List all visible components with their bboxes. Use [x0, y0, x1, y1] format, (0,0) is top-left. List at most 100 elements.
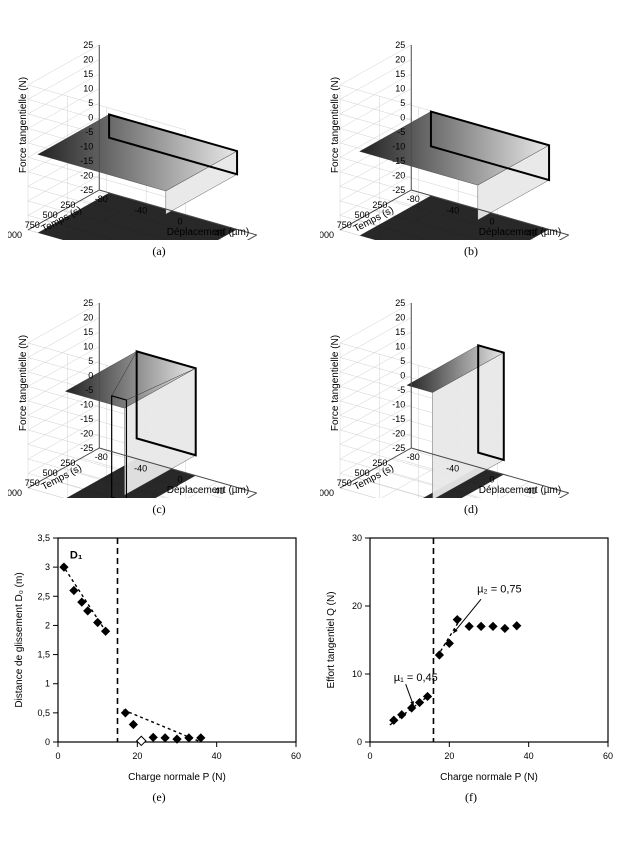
svg-text:3: 3: [45, 562, 50, 572]
svg-text:-80: -80: [407, 452, 420, 462]
svg-text:-25: -25: [392, 185, 405, 195]
svg-text:-25: -25: [392, 443, 405, 453]
svg-text:0: 0: [55, 751, 60, 761]
panel-c: -25-20-15-10-50510152025-80-400408025050…: [8, 268, 310, 518]
svg-text:15: 15: [395, 327, 405, 337]
svg-text:1: 1: [45, 679, 50, 689]
svg-text:60: 60: [603, 751, 613, 761]
panel-e: 020406000,511,522,533,5Charge normale P …: [8, 526, 310, 816]
svg-text:-10: -10: [80, 142, 93, 152]
svg-text:0: 0: [367, 751, 372, 761]
svg-text:-15: -15: [80, 414, 93, 424]
svg-text:2,5: 2,5: [37, 591, 50, 601]
svg-text:20: 20: [132, 751, 142, 761]
panel-f: 02040600102030Charge normale P (N)Effort…: [320, 526, 622, 816]
svg-text:0,5: 0,5: [37, 708, 50, 718]
svg-text:Déplacement (µm): Déplacement (µm): [479, 485, 561, 496]
svg-text:µ₁ = 0,45: µ₁ = 0,45: [394, 672, 438, 684]
svg-text:Déplacement (µm): Déplacement (µm): [167, 227, 249, 238]
svg-text:-10: -10: [80, 400, 93, 410]
svg-text:25: 25: [83, 40, 93, 50]
svg-text:1000: 1000: [320, 488, 334, 498]
svg-text:60: 60: [291, 751, 301, 761]
svg-text:-5: -5: [85, 385, 93, 395]
svg-text:-40: -40: [446, 463, 459, 473]
svg-text:20: 20: [395, 313, 405, 323]
svg-text:25: 25: [395, 298, 405, 308]
svg-text:1000: 1000: [320, 230, 334, 240]
svg-text:10: 10: [352, 669, 362, 679]
svg-text:Force tangentielle (N): Force tangentielle (N): [330, 77, 341, 173]
svg-text:D₁: D₁: [70, 549, 83, 561]
svg-text:5: 5: [88, 98, 93, 108]
svg-text:20: 20: [83, 55, 93, 65]
svg-text:5: 5: [88, 356, 93, 366]
svg-text:-15: -15: [392, 414, 405, 424]
svg-text:10: 10: [395, 342, 405, 352]
svg-text:1,5: 1,5: [37, 650, 50, 660]
plot3d-b: -25-20-15-10-50510152025-80-400408025050…: [320, 10, 620, 240]
svg-text:10: 10: [83, 342, 93, 352]
svg-text:3,5: 3,5: [37, 533, 50, 543]
svg-text:-80: -80: [407, 194, 420, 204]
svg-text:0: 0: [400, 113, 405, 123]
svg-text:-15: -15: [392, 156, 405, 166]
svg-text:15: 15: [83, 327, 93, 337]
svg-text:30: 30: [352, 533, 362, 543]
svg-text:Charge normale P (N): Charge normale P (N): [440, 772, 538, 783]
svg-text:-20: -20: [80, 171, 93, 181]
caption-f: (f): [320, 790, 622, 805]
svg-text:0: 0: [88, 113, 93, 123]
svg-text:-25: -25: [80, 443, 93, 453]
svg-text:750: 750: [25, 478, 40, 488]
svg-text:Déplacement (µm): Déplacement (µm): [167, 485, 249, 496]
svg-text:0: 0: [489, 475, 494, 485]
svg-text:-15: -15: [80, 156, 93, 166]
svg-text:-10: -10: [392, 142, 405, 152]
svg-text:0: 0: [177, 475, 182, 485]
caption-e: (e): [8, 790, 310, 805]
svg-text:-20: -20: [392, 429, 405, 439]
plot3d-d: -25-20-15-10-50510152025-80-400408025050…: [320, 268, 620, 498]
svg-text:-40: -40: [446, 205, 459, 215]
svg-text:5: 5: [400, 356, 405, 366]
svg-text:750: 750: [337, 220, 352, 230]
svg-text:20: 20: [395, 55, 405, 65]
svg-text:-5: -5: [397, 385, 405, 395]
svg-text:10: 10: [83, 84, 93, 94]
svg-text:Force tangentielle (N): Force tangentielle (N): [18, 335, 29, 431]
svg-text:80: 80: [566, 497, 576, 498]
svg-text:750: 750: [337, 478, 352, 488]
scatter-e: 020406000,511,522,533,5Charge normale P …: [8, 526, 308, 786]
svg-text:-80: -80: [95, 452, 108, 462]
svg-text:80: 80: [254, 239, 264, 240]
svg-text:-80: -80: [95, 194, 108, 204]
plot3d-a: -25-20-15-10-50510152025-80-400408025050…: [8, 10, 308, 240]
svg-text:20: 20: [352, 601, 362, 611]
svg-text:80: 80: [566, 239, 576, 240]
svg-text:40: 40: [524, 751, 534, 761]
svg-text:-5: -5: [397, 127, 405, 137]
svg-text:Effort tangentiel Q (N): Effort tangentiel Q (N): [326, 591, 337, 688]
svg-text:0: 0: [489, 217, 494, 227]
svg-text:0: 0: [357, 737, 362, 747]
svg-text:Charge normale P (N): Charge normale P (N): [128, 772, 226, 783]
caption-d: (d): [320, 502, 622, 517]
svg-text:25: 25: [83, 298, 93, 308]
svg-text:-25: -25: [80, 185, 93, 195]
svg-text:-40: -40: [134, 205, 147, 215]
svg-text:-10: -10: [392, 400, 405, 410]
svg-text:25: 25: [395, 40, 405, 50]
svg-text:Force tangentielle (N): Force tangentielle (N): [18, 77, 29, 173]
svg-text:0: 0: [45, 737, 50, 747]
svg-text:15: 15: [83, 69, 93, 79]
scatter-f: 02040600102030Charge normale P (N)Effort…: [320, 526, 620, 786]
svg-text:-20: -20: [392, 171, 405, 181]
svg-text:15: 15: [395, 69, 405, 79]
svg-text:-5: -5: [85, 127, 93, 137]
svg-text:Distance de glissement D₀ (m): Distance de glissement D₀ (m): [14, 572, 25, 707]
svg-text:µ₂ = 0,75: µ₂ = 0,75: [477, 583, 522, 595]
svg-text:2: 2: [45, 620, 50, 630]
figure-grid: -25-20-15-10-50510152025-80-400408025050…: [0, 0, 630, 824]
svg-text:Force tangentielle (N): Force tangentielle (N): [330, 335, 341, 431]
